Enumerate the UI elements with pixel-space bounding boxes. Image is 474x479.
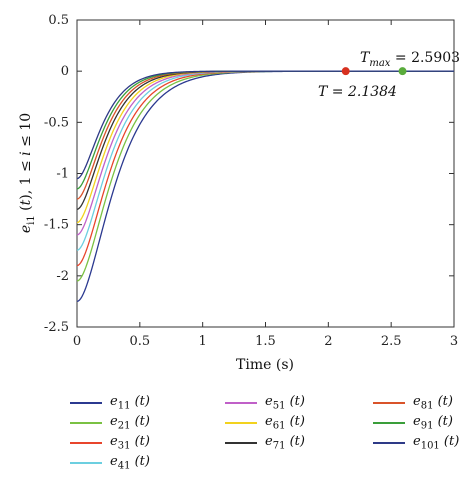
series-line-71: [76, 70, 454, 210]
legend-label: e101 (t): [413, 434, 459, 452]
series-line-51: [76, 70, 454, 236]
y-tick-label: -1: [56, 167, 69, 182]
legend-swatch: [225, 422, 257, 424]
legend-item-41: e41 (t): [70, 453, 150, 473]
x-axis-title: Time (s): [236, 357, 294, 373]
x-tick-label: 0.5: [129, 334, 150, 349]
legend-label-sub: 61: [272, 420, 286, 432]
legend-label: e81 (t): [413, 394, 453, 412]
legend-swatch: [373, 442, 405, 444]
legend-item-21: e21 (t): [70, 413, 150, 433]
legend-label-base: e: [265, 414, 273, 430]
legend-label-base: e: [110, 394, 118, 410]
series-line-11: [76, 70, 454, 303]
legend-label: e11 (t): [110, 394, 150, 412]
legend-item-101: e101 (t): [373, 433, 459, 453]
x-tick-label: 1: [199, 334, 207, 349]
annotation-tmax: Tmax = 2.5903: [360, 50, 460, 69]
legend-label: e71 (t): [265, 434, 305, 452]
series-line-61: [76, 70, 454, 224]
y-tick-label: -2.5: [44, 320, 69, 335]
legend-item-51: e51 (t): [225, 393, 305, 413]
y-tick-label: 0: [61, 64, 69, 79]
x-tick-label: 3: [450, 334, 458, 349]
y-tick-label: 0.5: [48, 13, 69, 28]
legend-label: e41 (t): [110, 454, 150, 472]
legend-label-sub: 21: [117, 420, 131, 432]
legend-label: e91 (t): [413, 414, 453, 432]
marker-point-0: [341, 67, 350, 76]
legend-label: e51 (t): [265, 394, 305, 412]
markers: [341, 67, 407, 76]
legend-item-11: e11 (t): [70, 393, 150, 413]
legend-label-arg: (t): [285, 434, 305, 450]
legend-swatch: [225, 402, 257, 404]
x-tick-label: 2: [324, 334, 332, 349]
legend-label-arg: (t): [130, 454, 150, 470]
legend-item-71: e71 (t): [225, 433, 305, 453]
plot-frame: [76, 19, 455, 328]
legend-label: e61 (t): [265, 414, 305, 432]
legend-label: e21 (t): [110, 414, 150, 432]
legend-item-31: e31 (t): [70, 433, 150, 453]
y-axis-title: ei1 (t), 1 ≤ i ≤ 10: [18, 113, 37, 233]
legend-swatch: [70, 442, 102, 444]
legend-label-sub: 31: [117, 440, 131, 452]
annotation-tmax-value: = 2.5903: [390, 50, 460, 66]
legend-label-arg: (t): [285, 394, 305, 410]
legend-label-base: e: [265, 394, 273, 410]
series-curves: [76, 70, 454, 303]
legend-item-91: e91 (t): [373, 413, 453, 433]
legend-swatch: [373, 402, 405, 404]
legend-label-arg: (t): [433, 414, 453, 430]
legend-swatch: [373, 422, 405, 424]
legend-label-base: e: [413, 394, 421, 410]
annotation-t: T = 2.1384: [318, 84, 397, 100]
chart: 0 0.5 1 1.5 2 2.5 3 0.5 0 -0.5 -1 -1.5 -2 -2.5 Tmax =…: [18, 13, 460, 373]
legend-item-61: e61 (t): [225, 413, 305, 433]
legend-label-sub: 11: [117, 400, 131, 412]
annotation-tmax-sub: max: [369, 58, 390, 69]
legend-label-sub: 101: [420, 440, 440, 452]
legend-swatch: [225, 442, 257, 444]
x-tick-label: 2.5: [381, 334, 402, 349]
y-tick-label: -2: [56, 269, 69, 284]
marker-point-1: [398, 67, 407, 76]
legend-label-base: e: [110, 414, 118, 430]
legend-label-base: e: [265, 434, 273, 450]
x-tick-label: 0: [73, 334, 81, 349]
legend-label-base: e: [413, 434, 421, 450]
legend-label-arg: (t): [285, 414, 305, 430]
legend-label-sub: 51: [272, 400, 286, 412]
legend-label-base: e: [110, 434, 118, 450]
legend-label-arg: (t): [439, 434, 460, 450]
legend-label-sub: 91: [420, 420, 434, 432]
legend-label: e31 (t): [110, 434, 150, 452]
legend-swatch: [70, 402, 102, 404]
legend-label-arg: (t): [130, 434, 150, 450]
x-tick-label: 1.5: [255, 334, 276, 349]
legend-label-sub: 81: [420, 400, 434, 412]
y-tick-label: -1.5: [44, 218, 69, 233]
legend: e11 (t) e21 (t) e31 (t) e41 (t) e51 (t) e61 (…: [70, 393, 470, 473]
axis-ticks: 0 0.5 1 1.5 2 2.5 3 0.5 0 -0.5 -1 -1.5 -2 -2.5: [44, 13, 458, 349]
series-line-31: [76, 70, 454, 267]
legend-item-81: e81 (t): [373, 393, 453, 413]
legend-swatch: [70, 462, 102, 464]
legend-label-arg: (t): [130, 394, 150, 410]
legend-label-base: e: [110, 454, 118, 470]
legend-swatch: [70, 422, 102, 424]
legend-label-base: e: [413, 414, 421, 430]
series-line-101: [76, 70, 454, 180]
legend-label-arg: (t): [130, 414, 150, 430]
legend-label-sub: 41: [117, 460, 131, 472]
y-tick-label: -0.5: [44, 115, 69, 130]
annotation-tmax-base: T: [360, 50, 371, 66]
legend-label-sub: 71: [272, 440, 286, 452]
legend-label-arg: (t): [433, 394, 453, 410]
